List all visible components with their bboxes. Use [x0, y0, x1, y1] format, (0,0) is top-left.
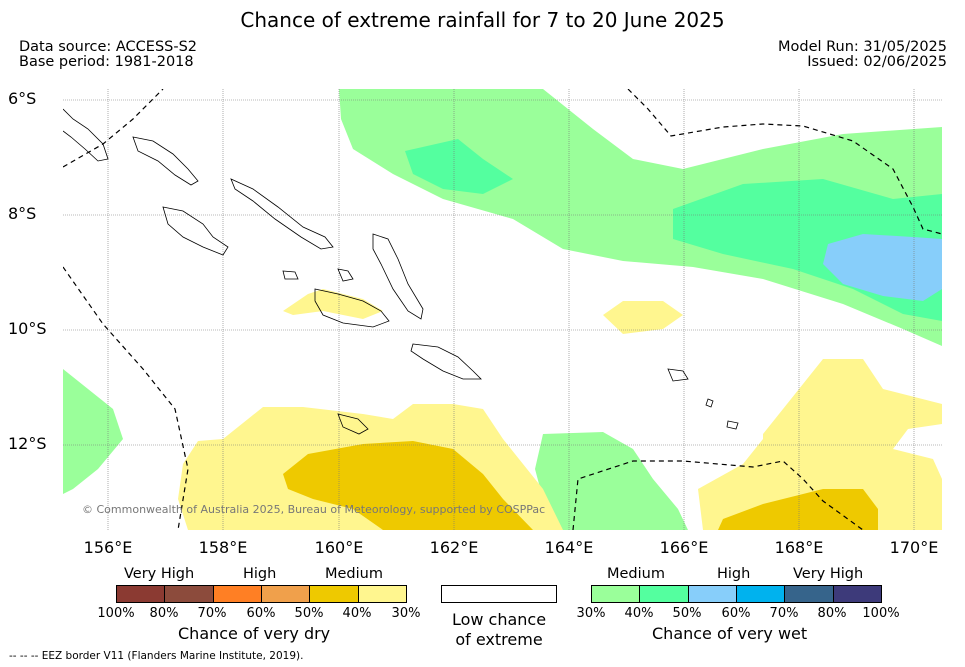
dry-medium-region-north — [283, 289, 383, 319]
lon-tick-156e: 156°E — [83, 538, 133, 557]
dry-medium-region-east — [603, 301, 683, 334]
lat-tick-8s: 8°S — [8, 204, 37, 223]
lat-tick-10s: 10°S — [8, 319, 47, 338]
wet-level-medium: Medium — [607, 566, 665, 582]
dry-swatch — [213, 586, 262, 602]
graticule — [63, 89, 942, 530]
eez-border-west — [63, 266, 189, 530]
dry-swatch — [165, 586, 214, 602]
island-bougainville — [63, 108, 109, 162]
dry-legend-caption: Chance of very dry — [178, 624, 331, 643]
map-title: Chance of extreme rainfall for 7 to 20 J… — [240, 8, 725, 32]
map-svg — [63, 89, 942, 530]
dry-colorbar — [116, 585, 407, 603]
dry-tick: 60% — [246, 606, 276, 621]
eez-border-note: -- -- -- EEZ border V11 (Flanders Marine… — [9, 650, 304, 662]
low-chance-swatch — [441, 585, 557, 603]
wet-medium-region-north — [339, 89, 942, 346]
island-utupua — [705, 398, 714, 408]
map-panel — [63, 89, 942, 530]
dry-swatch — [358, 586, 406, 602]
coastlines — [63, 108, 739, 435]
lon-tick-164e: 164°E — [544, 538, 594, 557]
lat-tick-12s: 12°S — [8, 434, 47, 453]
island-choiseul — [132, 136, 199, 186]
lat-tick-6s: 6°S — [8, 89, 37, 108]
wet-swatch — [640, 586, 689, 602]
island-santa-isabel — [230, 178, 334, 250]
meta-left: Data source: ACCESS-S2 Base period: 1981… — [19, 40, 197, 70]
dry-swatch — [310, 586, 359, 602]
eez-border-south — [572, 460, 864, 530]
dry-swatch — [117, 586, 166, 602]
island-new-georgia — [162, 206, 229, 256]
lon-tick-168e: 168°E — [774, 538, 824, 557]
wet-tick: 60% — [721, 606, 751, 621]
dry-tick: 50% — [294, 606, 324, 621]
dry-tick: 40% — [342, 606, 372, 621]
wet-legend-caption: Chance of very wet — [652, 624, 808, 643]
wet-very-high-region — [823, 234, 942, 301]
lon-tick-170e: 170°E — [889, 538, 939, 557]
wet-high-region-central — [405, 139, 513, 194]
dry-level-very-high: Very High — [124, 566, 195, 582]
wet-swatch — [592, 586, 641, 602]
dry-tick: 80% — [149, 606, 179, 621]
island-rennell — [337, 413, 369, 435]
dry-high-region-southeast — [718, 489, 878, 530]
island-makira — [410, 343, 482, 380]
island-florida — [337, 268, 354, 282]
dry-swatch — [261, 586, 311, 602]
dry-tick: 70% — [197, 606, 227, 621]
wet-tick: 70% — [769, 606, 799, 621]
dry-tick: 30% — [391, 606, 421, 621]
meta-right: Model Run: 31/05/2025 Issued: 02/06/2025 — [778, 40, 947, 70]
lon-tick-158e: 158°E — [198, 538, 248, 557]
wet-tick: 30% — [576, 606, 606, 621]
wet-swatch — [736, 586, 786, 602]
wet-medium-region-south — [535, 432, 688, 530]
dry-tick: 100% — [97, 606, 135, 621]
wet-level-high: High — [717, 566, 751, 582]
dry-level-high: High — [243, 566, 277, 582]
lon-tick-166e: 166°E — [659, 538, 709, 557]
wet-colorbar — [591, 585, 882, 603]
wet-medium-region-west — [63, 369, 123, 494]
eez-border-north-west — [63, 89, 164, 168]
low-chance-line2: of extreme — [455, 630, 543, 649]
copyright-notice: © Commonwealth of Australia 2025, Bureau… — [82, 503, 546, 516]
wet-level-very-high: Very High — [793, 566, 864, 582]
eez-borders — [63, 89, 942, 530]
low-chance-line1: Low chance — [451, 610, 547, 629]
model-run-label: Model Run: 31/05/2025 — [777, 39, 947, 55]
wet-tick: 100% — [862, 606, 900, 621]
lon-tick-162e: 162°E — [429, 538, 479, 557]
data-source-label: Data source: ACCESS-S2 — [19, 39, 198, 55]
wet-swatch — [688, 586, 737, 602]
dry-medium-region-southeast — [698, 359, 942, 530]
wet-tick: 50% — [672, 606, 702, 621]
dry-high-region-southwest — [283, 441, 533, 530]
island-small-1 — [282, 270, 299, 280]
island-vanikoro — [726, 420, 739, 430]
wet-swatch — [833, 586, 881, 602]
island-malaita — [372, 233, 424, 320]
low-chance-caption: Low chance of extreme — [441, 610, 557, 650]
base-period-label: Base period: 1981-2018 — [19, 54, 194, 70]
island-guadalcanal — [314, 288, 390, 328]
dry-level-medium: Medium — [325, 566, 383, 582]
issued-label: Issued: 02/06/2025 — [807, 54, 947, 70]
wet-swatch — [785, 586, 834, 602]
island-santa-cruz — [667, 368, 689, 382]
wet-tick: 80% — [817, 606, 847, 621]
lon-tick-160e: 160°E — [314, 538, 364, 557]
wet-tick: 40% — [624, 606, 654, 621]
